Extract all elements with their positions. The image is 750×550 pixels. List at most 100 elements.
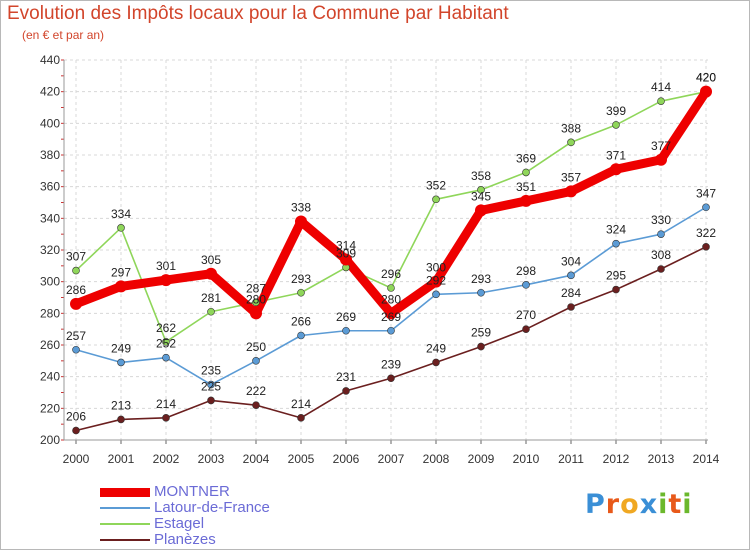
logo-letter: i — [658, 489, 669, 520]
data-point — [70, 297, 82, 310]
logo-letter: i — [682, 489, 693, 520]
data-label: 369 — [516, 151, 536, 165]
y-tick-label: 220 — [40, 401, 60, 415]
data-point — [162, 353, 170, 362]
data-label: 269 — [336, 310, 356, 324]
x-tick-label: 2003 — [198, 452, 225, 466]
data-point — [72, 266, 80, 275]
x-tick-label: 2002 — [153, 452, 180, 466]
data-point — [207, 396, 215, 405]
data-point — [117, 224, 125, 232]
x-tick-label: 2006 — [333, 452, 360, 466]
data-point — [657, 230, 665, 238]
y-tick-label: 440 — [40, 53, 60, 67]
data-label: 249 — [426, 341, 446, 355]
data-label: 352 — [426, 178, 446, 192]
data-label: 399 — [606, 104, 626, 118]
data-label: 351 — [516, 180, 536, 194]
y-tick-label: 260 — [40, 338, 60, 352]
data-label: 297 — [111, 265, 131, 279]
proxiti-logo: Proxiti — [585, 489, 693, 520]
data-point — [297, 331, 305, 340]
data-point — [432, 290, 440, 299]
data-label: 357 — [561, 170, 581, 184]
data-label: 420 — [696, 71, 716, 85]
data-label: 222 — [246, 384, 266, 398]
data-point — [72, 426, 80, 435]
legend-label: Planèzes — [154, 531, 216, 548]
data-label: 239 — [381, 357, 401, 371]
legend-swatch — [100, 539, 150, 541]
data-label: 305 — [201, 253, 221, 267]
x-tick-label: 2013 — [648, 452, 675, 466]
data-point — [252, 298, 260, 307]
data-label: 293 — [291, 272, 311, 286]
data-label: 314 — [336, 239, 356, 253]
data-label: 257 — [66, 329, 86, 343]
data-point — [657, 265, 665, 273]
data-label: 259 — [471, 326, 491, 340]
data-point — [117, 415, 125, 424]
data-label: 206 — [66, 410, 86, 424]
data-label: 214 — [156, 397, 176, 411]
data-label: 322 — [696, 226, 716, 240]
data-point — [432, 195, 440, 204]
data-point — [115, 280, 127, 293]
data-point — [160, 274, 172, 287]
data-point — [477, 288, 485, 297]
y-tick-label: 380 — [40, 148, 60, 162]
chart-subtitle: (en € et par an) — [22, 28, 105, 42]
logo-letter: x — [639, 489, 659, 520]
data-point — [387, 284, 395, 292]
y-tick-label: 240 — [40, 370, 60, 384]
data-label: 213 — [111, 398, 131, 412]
data-point — [297, 288, 305, 297]
data-point — [252, 401, 260, 409]
data-label: 235 — [201, 364, 221, 378]
data-label: 231 — [336, 370, 356, 384]
data-label: 249 — [111, 341, 131, 355]
data-point — [477, 186, 485, 194]
data-label: 298 — [516, 264, 536, 278]
x-tick-label: 2010 — [513, 452, 540, 466]
data-point — [612, 285, 620, 294]
data-label: 252 — [156, 337, 176, 351]
data-label: 250 — [246, 340, 266, 354]
legend-label: Latour-de-France — [154, 499, 270, 516]
x-tick-label: 2014 — [693, 452, 720, 466]
data-label: 358 — [471, 169, 491, 183]
data-point — [432, 358, 440, 367]
data-label: 301 — [156, 259, 176, 273]
data-point — [295, 215, 307, 228]
data-label: 295 — [606, 269, 626, 283]
data-point — [250, 307, 262, 320]
y-tick-label: 420 — [40, 85, 60, 99]
data-label: 308 — [651, 248, 671, 262]
data-point — [655, 153, 667, 166]
x-tick-label: 2000 — [63, 452, 90, 466]
x-tick-label: 2005 — [288, 452, 315, 466]
data-point — [207, 380, 215, 389]
y-tick-label: 200 — [40, 433, 60, 447]
data-label: 281 — [201, 291, 221, 305]
data-point — [117, 358, 125, 367]
data-label: 296 — [381, 267, 401, 281]
data-point — [520, 194, 532, 207]
data-point — [522, 325, 530, 333]
data-label: 292 — [426, 273, 446, 287]
data-point — [342, 326, 350, 335]
legend-label: Estagel — [154, 515, 205, 532]
x-tick-label: 2012 — [603, 452, 630, 466]
data-label: 214 — [291, 397, 311, 411]
data-point — [475, 204, 487, 217]
y-tick-label: 320 — [40, 243, 60, 257]
data-label: 371 — [606, 148, 626, 162]
data-point — [387, 374, 395, 383]
data-point — [342, 387, 350, 395]
y-tick-label: 340 — [40, 211, 60, 225]
y-tick-label: 360 — [40, 180, 60, 194]
y-tick-label: 300 — [40, 275, 60, 289]
data-label: 262 — [156, 321, 176, 335]
x-tick-label: 2008 — [423, 452, 450, 466]
axes: 200 220 240 260 280 300 320 340 360 380 400 420 440 2… — [40, 53, 720, 466]
